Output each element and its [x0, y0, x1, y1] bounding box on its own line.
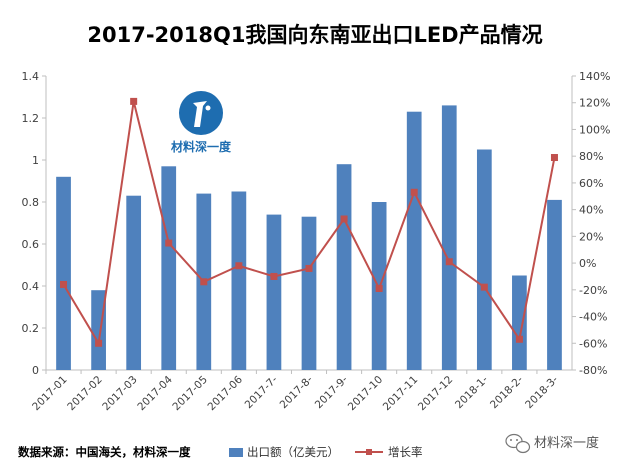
x-tick-label: 2017-05 — [170, 374, 210, 414]
x-tick-label: 2017-02 — [65, 374, 105, 414]
right-tick-label: 140% — [579, 70, 610, 83]
bar — [126, 195, 142, 370]
chart-title: 2017-2018Q1我国向东南亚出口LED产品情况 — [87, 23, 542, 47]
x-tick-label: 2017-12 — [416, 374, 456, 414]
x-tick-label: 2017-9- — [313, 373, 351, 411]
corner-watermark-text: 材料深一度 — [534, 435, 599, 451]
logo-icon — [179, 91, 223, 135]
left-tick-label: 0.2 — [22, 322, 40, 335]
right-axis-ticks: -80% -60% -40% -20% 0% 20% 40% 60% 80% 100% 120% 14… — [572, 70, 610, 377]
bar — [231, 191, 247, 370]
legend-bar-swatch — [229, 448, 243, 457]
corner-watermark: 材料深一度 — [505, 433, 599, 454]
x-axis-ticks: 2017-012017-022017-032017-042017-052017-… — [30, 370, 561, 413]
bar — [336, 164, 352, 370]
logo-watermark: 材料深一度 — [170, 91, 232, 154]
line-point — [130, 97, 138, 105]
source-note: 数据来源：中国海关，材料深一度 — [18, 445, 191, 459]
x-tick-label: 2017-7- — [243, 373, 281, 411]
right-tick-label: 100% — [579, 123, 610, 136]
line-point — [60, 280, 68, 288]
x-tick-label: 2017-01 — [30, 374, 70, 414]
line-point — [305, 264, 313, 272]
line-point — [200, 278, 208, 286]
left-tick-label: 0.6 — [22, 238, 40, 251]
x-tick-label: 2017-03 — [100, 374, 140, 414]
right-tick-label: 60% — [579, 177, 603, 190]
left-tick-label: 1 — [32, 154, 39, 167]
bar — [301, 216, 317, 370]
bar — [476, 149, 492, 370]
legend: 出口额（亿美元） 增长率 — [229, 445, 423, 459]
bar — [547, 199, 562, 370]
bar — [266, 214, 282, 370]
line-series — [60, 97, 558, 347]
line-point — [445, 258, 453, 266]
x-tick-label: 2017-04 — [135, 373, 175, 413]
bar — [91, 290, 106, 370]
line-point — [515, 335, 523, 343]
x-tick-label: 2018-3- — [523, 373, 561, 411]
logo-text: 材料深一度 — [170, 139, 232, 154]
legend-bar-label: 出口额（亿美元） — [247, 445, 339, 459]
legend-line-marker — [366, 449, 372, 455]
legend-line-label: 增长率 — [388, 445, 423, 459]
right-tick-label: 0% — [579, 257, 596, 270]
right-tick-label: -60% — [579, 337, 607, 350]
wechat-icon — [505, 433, 531, 454]
left-tick-label: 1.2 — [22, 112, 40, 125]
x-tick-label: 2017-8- — [278, 373, 316, 411]
x-tick-label: 2017-11 — [381, 374, 421, 414]
bar — [56, 176, 71, 370]
left-tick-label: 0.8 — [22, 196, 40, 209]
bar — [512, 275, 527, 370]
line-point — [235, 262, 243, 270]
right-tick-label: -80% — [579, 364, 607, 377]
line-point — [375, 284, 383, 292]
line-point — [550, 154, 558, 162]
line-point — [270, 272, 278, 280]
right-tick-label: 20% — [579, 230, 603, 243]
line-point — [410, 188, 418, 196]
bar — [406, 111, 422, 370]
bar-series — [56, 105, 562, 371]
left-tick-label: 0.4 — [22, 280, 40, 293]
line-point — [480, 283, 488, 291]
right-tick-label: 80% — [579, 150, 603, 163]
right-tick-label: -20% — [579, 284, 607, 297]
x-tick-label: 2017-06 — [205, 373, 245, 413]
line-point — [340, 215, 348, 223]
left-tick-label: 0 — [32, 364, 39, 377]
right-tick-label: -40% — [579, 311, 607, 324]
left-tick-label: 1.4 — [22, 70, 40, 83]
left-axis-ticks: 0 0.2 0.4 0.6 0.8 1 1.2 1.4 — [22, 70, 46, 377]
bar — [161, 166, 177, 370]
x-tick-label: 2018-2- — [488, 373, 526, 411]
x-tick-label: 2017-10 — [346, 374, 386, 414]
x-tick-label: 2018-1- — [453, 373, 491, 411]
line-point — [95, 339, 103, 347]
right-tick-label: 120% — [579, 97, 610, 110]
bar — [441, 105, 457, 371]
line-point — [165, 239, 173, 247]
right-tick-label: 40% — [579, 204, 603, 217]
